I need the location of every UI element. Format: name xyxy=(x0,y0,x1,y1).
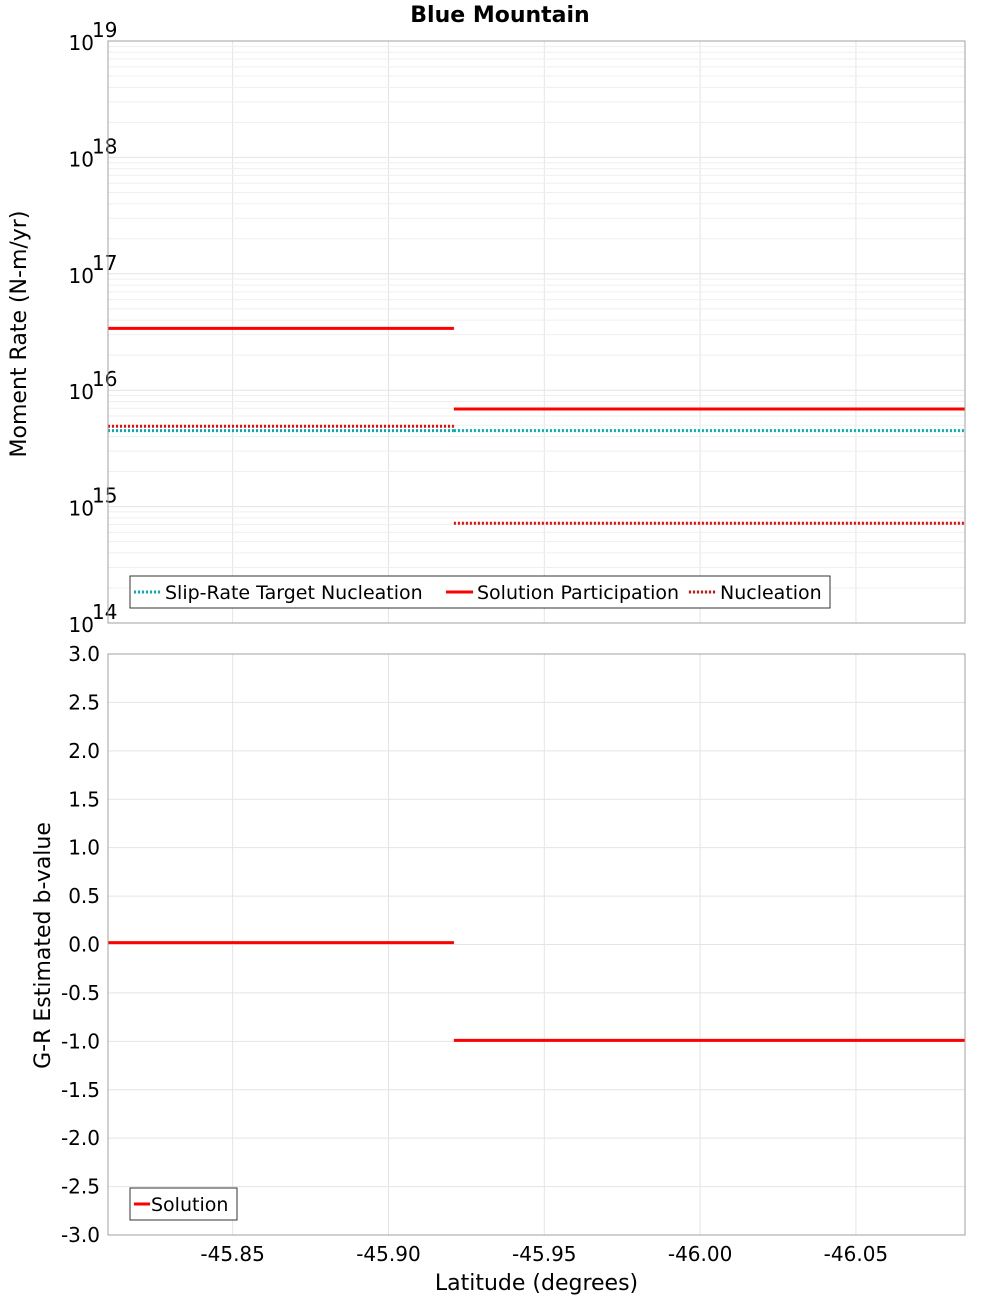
x-axis-label: Latitude (degrees) xyxy=(435,1271,638,1296)
top-plot-grid xyxy=(108,40,965,624)
y-tick-label: 2.0 xyxy=(68,739,100,763)
x-tick-label: -46.00 xyxy=(668,1242,732,1266)
y-tick-exponent: 18 xyxy=(92,134,117,158)
y-tick-label: 10 xyxy=(69,497,94,521)
legend-label-solution: Solution xyxy=(151,1194,228,1216)
legend-label-nucleation: Nucleation xyxy=(720,582,822,604)
y-tick-label: 2.5 xyxy=(68,690,100,714)
y-tick-label: 10 xyxy=(69,264,94,288)
y-tick-label: -2.0 xyxy=(61,1126,100,1150)
top-legend: Slip-Rate Target Nucleation Solution Par… xyxy=(129,575,831,609)
chart-title: Blue Mountain xyxy=(410,3,589,28)
y-tick-label: 10 xyxy=(69,147,94,171)
y-tick-label: -3.0 xyxy=(61,1223,100,1247)
bottom-plot-grid xyxy=(108,653,965,1236)
y-tick-label: 1.0 xyxy=(68,836,100,860)
y-tick-exponent: 16 xyxy=(92,367,117,391)
y-tick-label: -1.0 xyxy=(61,1029,100,1053)
y-tick-label: 1.5 xyxy=(68,787,100,811)
x-tick-label: -45.85 xyxy=(200,1242,264,1266)
y-tick-label: 10 xyxy=(69,31,94,55)
bottom-y-tick-labels: -3.0 -2.5 -2.0 -1.5 -1.0 -0.5 0.0 0.5 1.0 1.5 2.0 2… xyxy=(61,642,100,1247)
y-tick-exponent: 17 xyxy=(92,251,117,275)
y-tick-exponent: 15 xyxy=(92,484,117,508)
y-tick-label: -2.5 xyxy=(61,1175,100,1199)
top-plot-series xyxy=(108,326,965,525)
bottom-y-axis-label: G-R Estimated b-value xyxy=(31,822,56,1069)
bottom-plot-frame xyxy=(107,653,966,1236)
y-tick-label: 10 xyxy=(69,613,94,637)
top-plot-frame xyxy=(107,40,966,624)
legend-label-slip-rate-target-nucleation: Slip-Rate Target Nucleation xyxy=(165,582,423,604)
bottom-legend: Solution xyxy=(129,1187,238,1221)
y-tick-exponent: 19 xyxy=(92,18,117,42)
y-tick-label: -1.5 xyxy=(61,1078,100,1102)
x-tick-label: -45.90 xyxy=(356,1242,420,1266)
y-tick-label: -0.5 xyxy=(61,981,100,1005)
x-tick-label: -45.95 xyxy=(512,1242,576,1266)
top-y-axis-label: Moment Rate (N-m/yr) xyxy=(7,211,32,458)
bottom-plot-series xyxy=(108,941,965,1042)
bottom-x-tick-labels: -45.85 -45.90 -45.95 -46.00 -46.05 xyxy=(200,1242,888,1266)
y-tick-label: 10 xyxy=(69,380,94,404)
y-tick-label: 0.5 xyxy=(68,884,100,908)
y-tick-label: 0.0 xyxy=(68,933,100,957)
legend-label-solution-participation: Solution Participation xyxy=(477,582,679,604)
y-tick-label: 3.0 xyxy=(68,642,100,666)
x-tick-label: -46.05 xyxy=(824,1242,888,1266)
y-tick-exponent: 14 xyxy=(92,600,117,624)
